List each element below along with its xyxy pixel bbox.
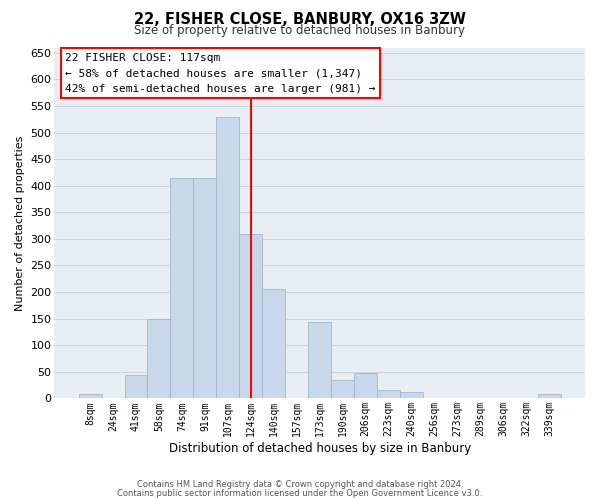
Bar (79, 394, 101, 398)
Bar (377, 390, 400, 398)
Y-axis label: Number of detached properties: Number of detached properties (15, 136, 25, 310)
Text: Contains public sector information licensed under the Open Government Licence v3: Contains public sector information licen… (118, 488, 482, 498)
Text: 22 FISHER CLOSE: 117sqm
← 58% of detached houses are smaller (1,347)
42% of semi: 22 FISHER CLOSE: 117sqm ← 58% of detache… (65, 53, 376, 94)
Bar (538, 394, 561, 398)
Bar (239, 234, 262, 398)
Bar (331, 380, 354, 398)
Text: Contains HM Land Registry data © Crown copyright and database right 2024.: Contains HM Land Registry data © Crown c… (137, 480, 463, 489)
Bar (125, 375, 148, 398)
Text: 22, FISHER CLOSE, BANBURY, OX16 3ZW: 22, FISHER CLOSE, BANBURY, OX16 3ZW (134, 12, 466, 28)
Bar (170, 178, 193, 398)
Bar (217, 116, 239, 398)
Text: Size of property relative to detached houses in Banbury: Size of property relative to detached ho… (134, 24, 466, 37)
Bar (148, 318, 170, 398)
Bar (354, 373, 377, 398)
Bar (262, 290, 285, 399)
Bar (400, 392, 423, 398)
Bar (308, 322, 331, 398)
X-axis label: Distribution of detached houses by size in Banbury: Distribution of detached houses by size … (169, 442, 471, 455)
Bar (193, 178, 217, 398)
